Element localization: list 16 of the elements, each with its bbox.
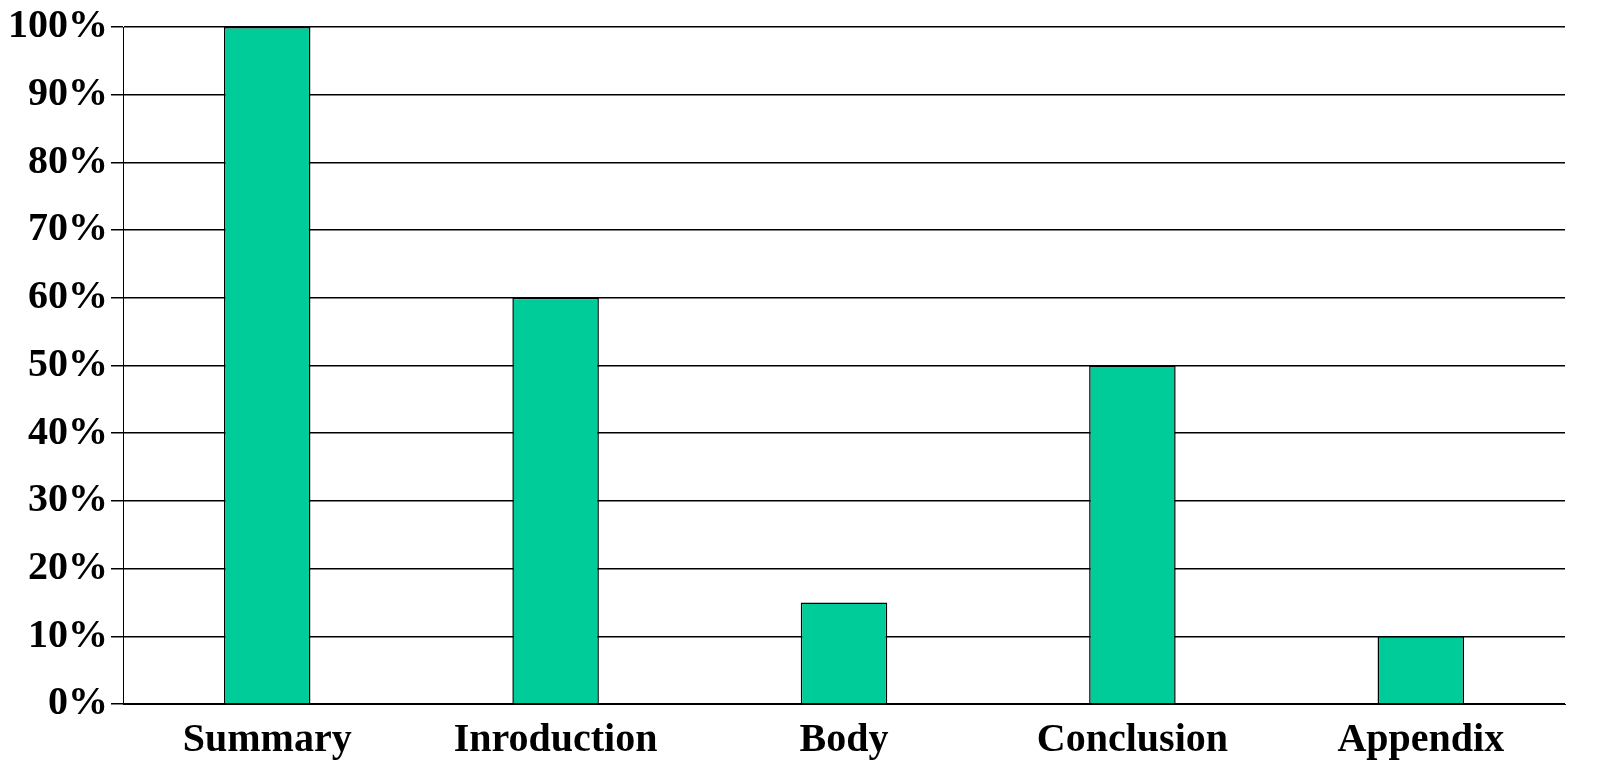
x-tick-label: Conclusion bbox=[1036, 715, 1228, 761]
x-tick-label: Summary bbox=[182, 715, 352, 761]
y-tick-label: 80% bbox=[28, 136, 108, 182]
x-tick-label: Body bbox=[799, 715, 889, 761]
y-tick-label: 30% bbox=[28, 475, 108, 521]
y-tick-label: 90% bbox=[28, 69, 108, 115]
y-tick-label: 0% bbox=[48, 678, 108, 724]
y-tick-label: 20% bbox=[28, 542, 108, 588]
x-tick-label: Appendix bbox=[1337, 715, 1505, 761]
y-tick-label: 100% bbox=[8, 1, 108, 47]
x-tick-label: Inroduction bbox=[453, 715, 658, 761]
y-tick-label: 40% bbox=[28, 407, 108, 453]
y-tick-label: 60% bbox=[28, 272, 108, 318]
y-tick-label: 70% bbox=[28, 204, 108, 250]
y-tick-label: 50% bbox=[28, 339, 108, 385]
y-tick-label: 10% bbox=[28, 610, 108, 656]
